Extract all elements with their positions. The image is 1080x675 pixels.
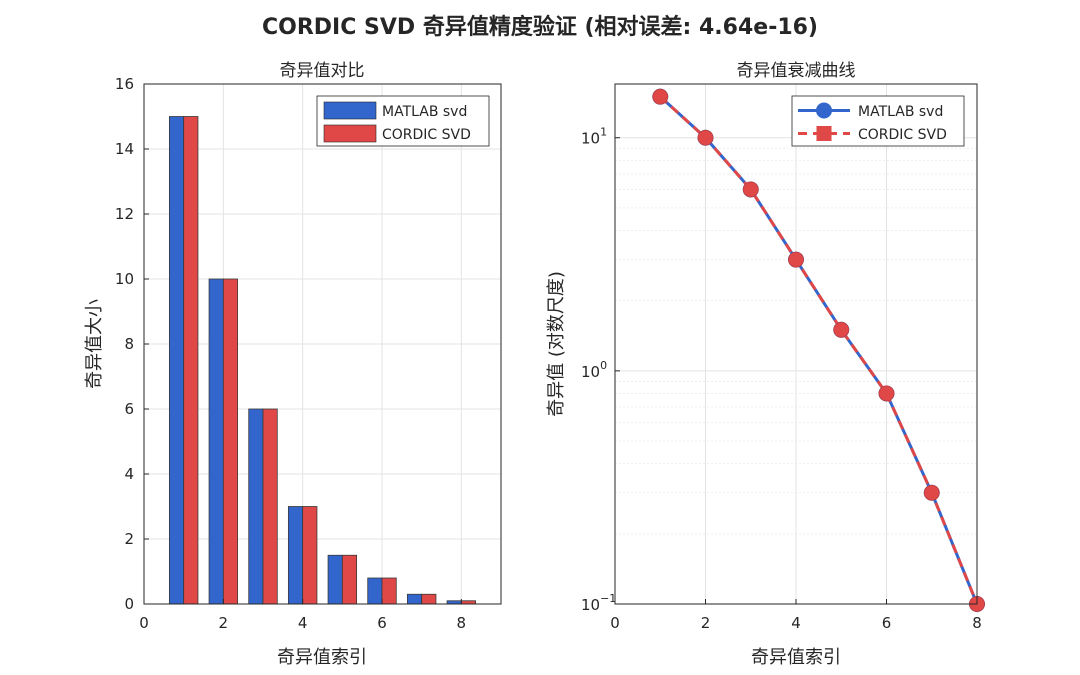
line-chart-grid [614, 84, 978, 605]
bar-chart-legend-label-cordic: CORDIC SVD [382, 127, 471, 143]
tick-label-x: 0 [610, 614, 620, 632]
line-chart-legend-label-cordic: CORDIC SVD [858, 127, 947, 143]
figure-suptitle: CORDIC SVD 奇异值精度验证 (相对误差: 4.64e-16) [262, 14, 818, 40]
tick-label-x: 8 [972, 614, 982, 632]
marker-cordic [923, 484, 940, 501]
line-chart-xlabel: 奇异值索引 [751, 647, 841, 668]
line-chart-legend-label-matlab: MATLAB svd [858, 104, 943, 120]
bar-chart-legend: MATLAB svd CORDIC SVD [316, 95, 490, 147]
marker-cordic [697, 129, 714, 146]
bar-chart-xlabel: 奇异值索引 [277, 647, 367, 668]
tick-label-x: 2 [701, 614, 711, 632]
tick-label-y: 101 [581, 126, 607, 148]
tick-label-x: 6 [882, 614, 892, 632]
bar-chart: 奇异值对比 奇异值索引 奇异值大小 0 2 4 6 8 0 2 4 6 8 10 12 14 16 MAT… [84, 61, 502, 668]
bar-cordic [262, 408, 278, 605]
tick-label-x: 2 [219, 614, 229, 632]
bar-matlab [208, 278, 224, 605]
marker-cordic [742, 181, 759, 198]
bar-cordic [302, 506, 318, 605]
line-chart-ylabel: 奇异值 (对数尺度) [546, 271, 567, 417]
bar-chart-title: 奇异值对比 [280, 61, 365, 81]
line-chart-legend: MATLAB svd CORDIC SVD [791, 95, 965, 147]
tick-label-y: 12 [115, 205, 134, 223]
tick-label-y: 16 [115, 75, 134, 93]
bar-chart-axes-box [143, 83, 502, 605]
bar-matlab [168, 116, 185, 605]
tick-label-y: 2 [124, 530, 134, 548]
bar-cordic [222, 278, 239, 605]
marker-cordic [788, 251, 804, 268]
bar-chart-ticks: 0 2 4 6 8 0 2 4 6 8 10 12 14 16 [115, 75, 466, 632]
line-chart-legend-marker-matlab [816, 102, 832, 119]
marker-cordic [878, 385, 895, 402]
tick-label-y: 6 [124, 400, 134, 418]
bar-matlab [248, 408, 264, 605]
tick-label-x: 4 [791, 614, 801, 632]
tick-label-y: 100 [581, 359, 607, 381]
tick-label-y: 10 [115, 270, 134, 288]
line-chart-title: 奇异值衰减曲线 [737, 61, 856, 81]
bar-chart-legend-swatch-matlab [323, 101, 377, 120]
tick-label-x: 6 [377, 614, 387, 632]
tick-label-x: 0 [139, 614, 149, 632]
tick-label-y: 4 [124, 465, 134, 483]
bar-chart-ylabel: 奇异值大小 [84, 299, 105, 389]
line-chart: 奇异值衰减曲线 奇异值索引 奇异值 (对数尺度) 0 2 4 6 8 10−1 100 101… [546, 61, 985, 668]
line-chart-axes-box [614, 83, 978, 605]
marker-cordic [652, 88, 669, 105]
bar-matlab [287, 506, 304, 605]
tick-label-y: 0 [124, 595, 134, 613]
tick-label-x: 4 [298, 614, 308, 632]
bar-cordic [183, 116, 199, 605]
marker-cordic [833, 321, 850, 338]
bar-matlab [367, 577, 383, 605]
tick-label-x: 8 [457, 614, 467, 632]
series-line-cordic [659, 95, 979, 605]
tick-label-y: 14 [115, 140, 134, 158]
bar-chart-legend-swatch-cordic [323, 124, 377, 143]
tick-label-y: 8 [124, 335, 134, 353]
series-line-matlab [659, 95, 979, 605]
line-chart-ticks: 0 2 4 6 8 10−1 100 101 [581, 126, 982, 632]
bar-chart-legend-label-matlab: MATLAB svd [382, 104, 467, 120]
bar-matlab [406, 593, 423, 605]
line-chart-legend-marker-cordic [816, 126, 832, 141]
bar-cordic [421, 593, 437, 605]
bar-cordic [381, 577, 397, 605]
bar-matlab [327, 554, 343, 605]
tick-label-y: 10−1 [581, 592, 616, 614]
bar-chart-bars [168, 116, 477, 605]
line-chart-series [652, 88, 985, 612]
bar-cordic [341, 554, 358, 605]
